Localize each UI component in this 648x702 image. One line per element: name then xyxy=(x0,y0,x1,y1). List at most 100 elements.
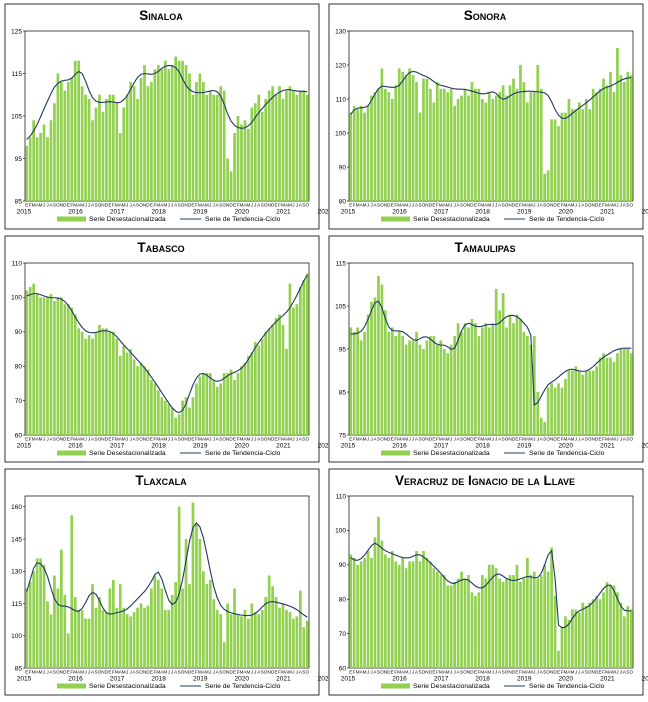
bar xyxy=(390,551,394,668)
bar xyxy=(250,603,254,668)
y-tick-label: 60 xyxy=(15,432,23,439)
bar xyxy=(588,109,592,201)
bar xyxy=(560,387,564,435)
year-label: 2020 xyxy=(235,676,250,683)
bar xyxy=(380,284,384,435)
bar xyxy=(108,94,112,201)
month-label: F xyxy=(436,203,439,208)
month-label: M xyxy=(363,437,367,442)
bar xyxy=(390,327,394,435)
bar xyxy=(498,578,502,668)
month-label: D xyxy=(229,437,233,442)
bar xyxy=(129,82,132,201)
bar xyxy=(508,314,512,435)
month-label: S xyxy=(626,203,629,208)
year-label: 2022 xyxy=(642,676,648,683)
month-label: M xyxy=(570,203,574,208)
month-label: S xyxy=(502,203,505,208)
bar xyxy=(349,554,353,668)
month-label: N xyxy=(508,437,511,442)
bar xyxy=(629,609,633,668)
chart-title: Tlaxcala xyxy=(135,473,187,488)
bar xyxy=(435,82,439,201)
bar xyxy=(77,60,81,201)
month-label: A xyxy=(484,670,488,675)
month-label: A xyxy=(540,437,544,442)
month-label: A xyxy=(243,203,247,208)
bar xyxy=(205,94,209,201)
bar xyxy=(195,383,198,435)
legend-line-label: Serie de Tendencia-Ciclo xyxy=(205,216,281,223)
bar xyxy=(480,327,484,435)
month-label: F xyxy=(519,203,522,208)
month-label: E xyxy=(67,437,70,442)
bar xyxy=(87,99,91,201)
month-label: E xyxy=(599,437,602,442)
month-label: O xyxy=(422,203,426,208)
bar xyxy=(240,616,243,668)
bar xyxy=(359,340,363,435)
y-tick-label: 105 xyxy=(335,303,346,310)
month-label: D xyxy=(146,203,150,208)
bar xyxy=(39,297,42,435)
bar xyxy=(247,128,250,201)
month-label: J xyxy=(84,437,86,442)
month-label: M xyxy=(115,437,119,442)
month-label: D xyxy=(429,203,433,208)
month-label: N xyxy=(101,203,104,208)
month-label: J xyxy=(453,437,455,442)
bar xyxy=(404,75,408,201)
month-label: F xyxy=(477,670,480,675)
bar xyxy=(236,116,240,201)
bar xyxy=(212,94,216,201)
bar xyxy=(292,90,295,201)
month-label: A xyxy=(133,670,137,675)
month-label: J xyxy=(533,437,535,442)
bar xyxy=(616,353,619,435)
month-label: M xyxy=(80,437,84,442)
year-label: 2018 xyxy=(151,676,166,683)
bar xyxy=(105,99,108,201)
bar xyxy=(446,585,450,668)
bar xyxy=(260,111,264,201)
y-tick-label: 85 xyxy=(15,665,23,672)
month-label: A xyxy=(498,670,502,675)
bar xyxy=(253,612,257,668)
bar xyxy=(181,400,184,435)
month-label: F xyxy=(195,437,198,442)
bar xyxy=(366,551,370,668)
bar xyxy=(588,370,592,435)
year-label: 2016 xyxy=(392,209,407,216)
year-label: 2015 xyxy=(17,676,32,683)
year-label: 2022 xyxy=(642,443,648,450)
bar xyxy=(285,609,288,668)
month-label: M xyxy=(240,203,244,208)
bar xyxy=(25,145,29,201)
bar xyxy=(39,558,42,668)
legend-bar-swatch xyxy=(381,683,410,689)
month-label: M xyxy=(356,437,360,442)
month-label: M xyxy=(404,670,408,675)
month-label: O xyxy=(463,670,467,675)
year-label: 2018 xyxy=(475,443,490,450)
bar xyxy=(494,95,498,201)
bar xyxy=(94,107,98,201)
month-label: D xyxy=(146,670,150,675)
legend-bar-swatch xyxy=(381,450,410,456)
bar xyxy=(352,105,356,201)
month-label: S xyxy=(219,437,222,442)
month-label: A xyxy=(609,437,613,442)
month-label: F xyxy=(353,203,356,208)
bar xyxy=(484,323,488,435)
bar xyxy=(422,349,425,435)
bar xyxy=(288,86,292,201)
bar xyxy=(515,88,519,201)
bar xyxy=(298,590,302,668)
month-label: S xyxy=(261,203,264,208)
trend-line xyxy=(26,64,308,140)
bar xyxy=(498,92,502,201)
bar xyxy=(49,293,53,435)
bar xyxy=(577,102,581,201)
legend-bar-label: Serie Desestacionalizada xyxy=(413,216,490,223)
month-label: J xyxy=(43,203,45,208)
